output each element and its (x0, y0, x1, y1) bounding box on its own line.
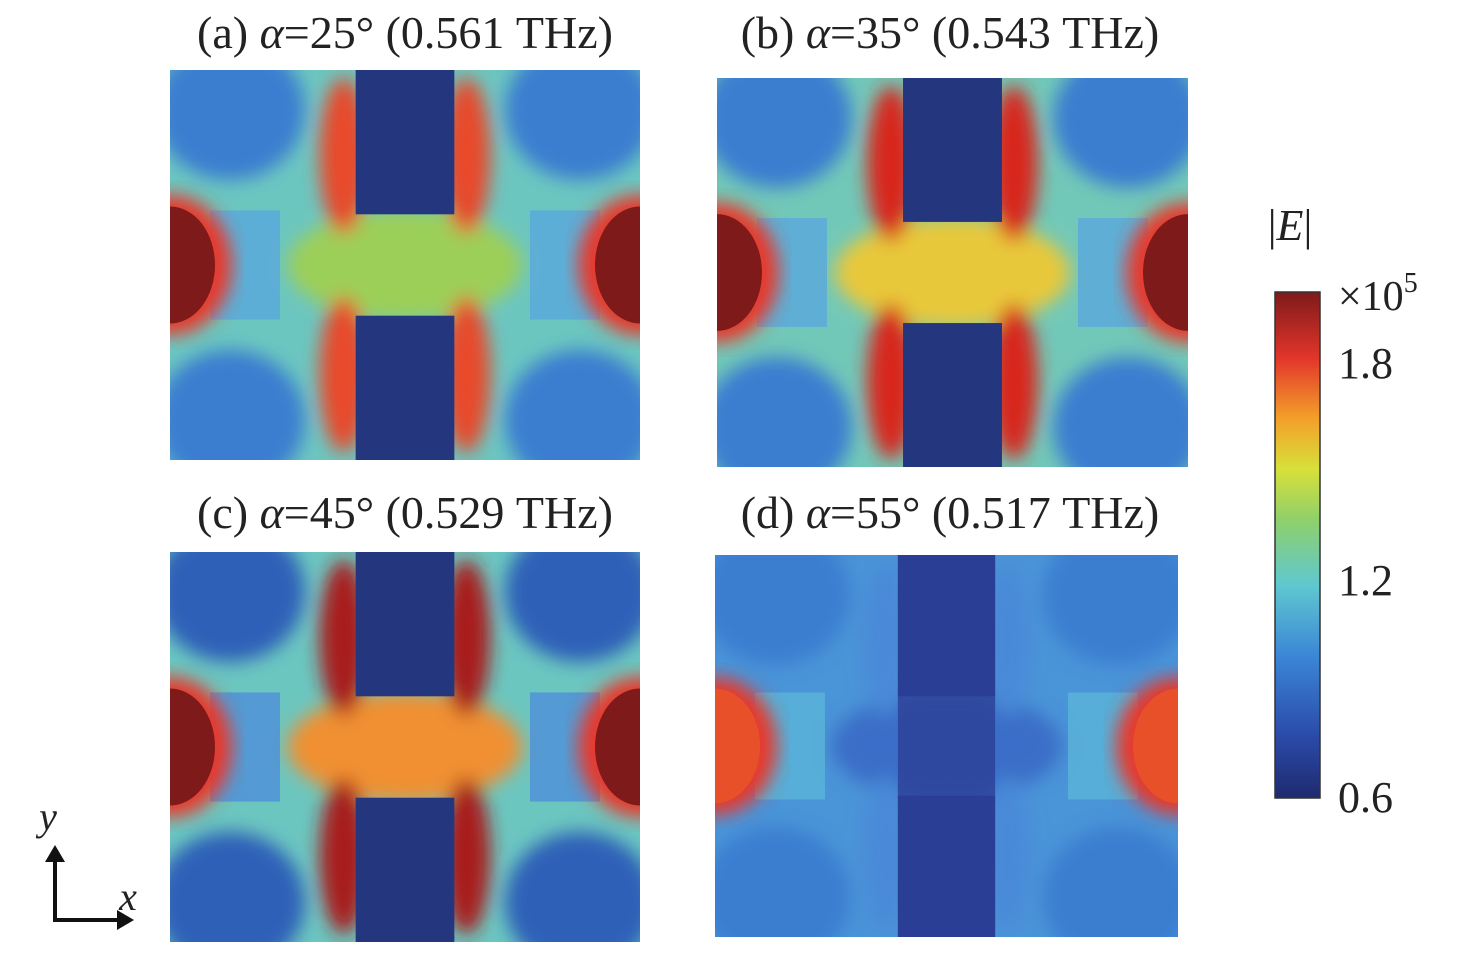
corner-lobe (505, 552, 640, 662)
title-part: α (248, 487, 285, 538)
axis-glyph (45, 845, 134, 930)
corner-lobe (1053, 357, 1188, 467)
corner-lobe (1043, 555, 1178, 665)
center-field (287, 692, 523, 802)
end-cap (170, 688, 215, 806)
end-cap (1133, 688, 1178, 804)
symbol: E (1276, 201, 1304, 250)
arrow-head (117, 910, 134, 930)
corner-lobe (505, 350, 640, 460)
field-map (170, 552, 640, 942)
corner-lobe (1053, 78, 1188, 188)
title-part: α (248, 7, 285, 58)
metal-column (355, 552, 455, 697)
center-field (287, 210, 523, 320)
colorbar-label: |E| (1268, 201, 1313, 250)
title-part: (a) (197, 7, 248, 58)
metal-column (903, 323, 1002, 467)
arrow-head (45, 845, 65, 862)
title-part: =55° (0.517 THz) (830, 487, 1159, 538)
multiplier: ×10 (1338, 274, 1404, 320)
panel-title: (a) α=25° (0.561 THz) (197, 7, 613, 58)
title-part: (c) (197, 487, 248, 538)
corner-lobe (715, 555, 850, 665)
corner-lobe (715, 827, 850, 937)
metal-column (903, 78, 1002, 222)
panel-title: (b) α=35° (0.543 THz) (741, 7, 1160, 58)
title-part: =45° (0.529 THz) (284, 487, 613, 538)
end-cap (1143, 214, 1188, 331)
axis-label: y (35, 794, 57, 839)
field-blur (717, 78, 1188, 467)
axis-label: x (118, 874, 137, 919)
colorbar-scale (1274, 291, 1321, 799)
panel-title: (d) α=55° (0.517 THz) (741, 487, 1160, 538)
corner-lobe (505, 70, 640, 180)
field-maps: (a) α=25° (0.561 THz) (b) α=35° (0.543 TH… (170, 7, 1188, 942)
corner-lobe (170, 552, 305, 662)
corner-lobe (717, 78, 852, 188)
edge-band (442, 296, 491, 453)
field-map (170, 70, 640, 460)
end-cap (715, 688, 760, 804)
corner-lobe (505, 832, 640, 942)
metal-column (355, 315, 455, 460)
title-part: (b) (741, 7, 795, 58)
colorbar-tick-label: 1.2 (1338, 556, 1393, 605)
colorbar-tick-label: 1.8 (1338, 339, 1393, 388)
field-map (717, 78, 1188, 467)
edge-band (442, 778, 491, 935)
metal-column (897, 555, 996, 937)
corner-lobe (1043, 827, 1178, 937)
end-cap (595, 206, 640, 324)
edge-band (989, 303, 1038, 460)
field-blur (170, 552, 640, 942)
metal-column (355, 70, 455, 215)
end-cap (170, 206, 215, 324)
edge-band (989, 85, 1038, 242)
colorbar: |E| ×105 1.8 1.2 0.6 (1268, 201, 1418, 822)
edge-band (442, 559, 491, 716)
title-part: =35° (0.543 THz) (830, 7, 1159, 58)
edge-band (442, 77, 491, 234)
corner-lobe (170, 350, 305, 460)
bar: | (1268, 201, 1277, 250)
metal-column (355, 797, 455, 942)
title-part: =25° (0.561 THz) (284, 7, 613, 58)
corner-lobe (170, 70, 305, 180)
corner-lobe (717, 357, 852, 467)
corner-lobe (170, 832, 305, 942)
colorbar-multiplier: ×105 (1338, 268, 1418, 320)
end-cap (595, 688, 640, 806)
bar: | (1303, 201, 1312, 250)
end-cap (717, 214, 762, 331)
title-part: α (794, 7, 831, 58)
title-part: (d) (741, 487, 795, 538)
field-map (715, 555, 1178, 937)
colorbar-tick-label: 0.6 (1338, 773, 1393, 822)
title-part: α (794, 487, 831, 538)
center-field (834, 218, 1071, 327)
panel-title: (c) α=45° (0.529 THz) (197, 487, 613, 538)
exponent: 5 (1404, 268, 1418, 299)
